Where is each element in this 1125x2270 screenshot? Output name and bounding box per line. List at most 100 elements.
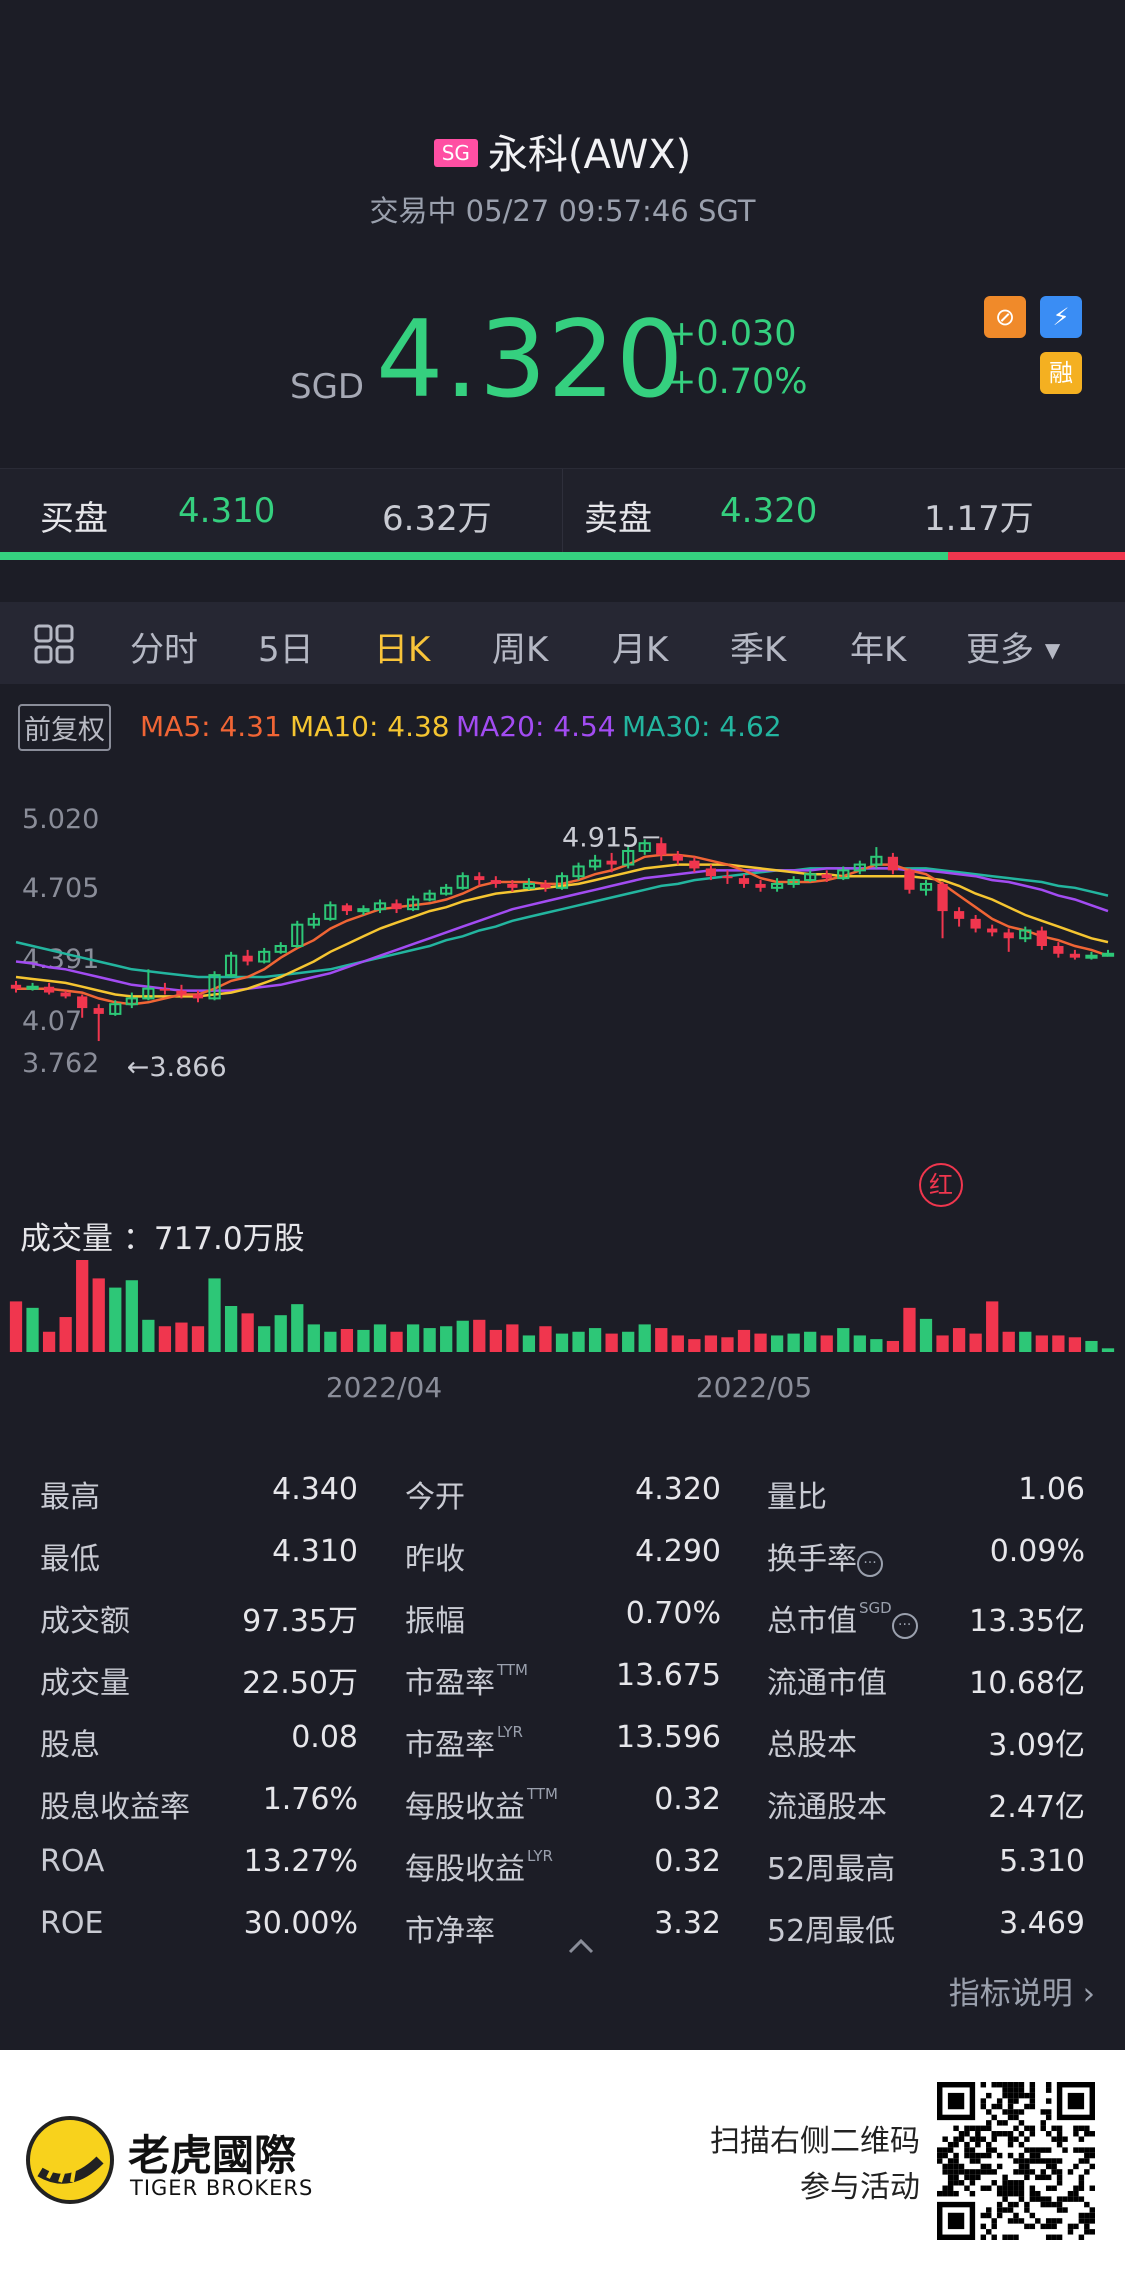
candle-body	[937, 883, 948, 912]
stat-label: 股息收益率	[40, 1790, 190, 1825]
stat-superscript: TTM	[497, 1661, 529, 1679]
volume-bar	[109, 1287, 122, 1352]
candle-body	[242, 955, 253, 962]
volume-bar	[406, 1324, 420, 1352]
candle-body	[689, 860, 700, 869]
tab-5day[interactable]: 5日	[258, 630, 314, 670]
candle-body	[1053, 946, 1064, 954]
scan-text-line2: 参与活动	[800, 2170, 920, 2205]
volume-bar	[704, 1335, 718, 1352]
tab-daily-k[interactable]: 日K	[374, 630, 431, 670]
stat-value: 4.320	[635, 1472, 721, 1507]
tab-monthly-k[interactable]: 月K	[612, 630, 669, 670]
stat-value: 0.32	[654, 1844, 721, 1879]
volume-bar	[506, 1324, 519, 1352]
candle-body	[26, 985, 39, 990]
volume-bar	[224, 1306, 238, 1352]
red-badge[interactable]: 红	[919, 1163, 963, 1207]
last-price: 4.320	[376, 298, 685, 421]
stat-label: ROA	[40, 1844, 105, 1879]
volume-bar	[605, 1333, 618, 1352]
volume-bar	[258, 1326, 271, 1352]
volume-bar	[291, 1304, 304, 1352]
ask-price: 4.320	[720, 491, 818, 531]
stat-value: 0.70%	[625, 1596, 721, 1631]
volume-bar	[721, 1337, 734, 1352]
brand-name-cn: 老虎國際	[128, 2131, 297, 2180]
candle-body	[853, 863, 866, 872]
candle-body	[440, 886, 453, 895]
candle-body	[622, 849, 635, 866]
candle-body	[77, 996, 88, 1009]
lightning-icon[interactable]: ⚡	[1040, 296, 1082, 338]
info-icon[interactable]: ···	[857, 1551, 883, 1577]
volume-bar	[804, 1331, 817, 1352]
stat-7-2: 52周最低 3.469	[767, 1906, 1085, 1950]
candle-body	[109, 1003, 122, 1015]
low-marker-label: ←3.866	[127, 1052, 227, 1083]
volume-bar	[522, 1335, 536, 1352]
indicator-explanation-link[interactable]: 指标说明 ›	[948, 1976, 1095, 2012]
stat-label: 换手率	[767, 1542, 857, 1577]
tab-quarterly-k[interactable]: 季K	[730, 630, 787, 670]
candle-body	[357, 908, 370, 913]
candle-body	[787, 879, 800, 885]
candle-body	[606, 860, 617, 865]
y-tick-label: 5.020	[22, 804, 99, 835]
candle-body	[904, 870, 915, 890]
candle-body	[722, 876, 733, 879]
volume-bar	[340, 1329, 354, 1352]
candle-body	[656, 843, 667, 855]
y-tick-label: 3.762	[22, 1048, 99, 1079]
candle-body	[423, 892, 436, 901]
tab-more[interactable]: 更多 ▼	[966, 622, 1060, 671]
volume-bar	[440, 1326, 453, 1352]
margin-icon[interactable]: 融	[1040, 352, 1082, 394]
candle-body	[837, 869, 850, 880]
stat-value: 1.76%	[262, 1782, 358, 1817]
ma10-value: MA10: 4.38	[290, 710, 450, 743]
no-shorting-icon[interactable]: ⊘	[984, 296, 1026, 338]
stat-label: 成交量	[40, 1666, 130, 1701]
stock-name: 永科(AWX)	[487, 132, 692, 178]
stat-2-1: 振幅 0.70%	[405, 1596, 721, 1640]
trading-status: 交易中 05/27 09:57:46 SGT	[369, 194, 756, 228]
candle-body	[456, 875, 469, 889]
bid-volume: 6.32万	[382, 499, 492, 539]
volume-bar	[191, 1326, 205, 1352]
candle-body	[60, 992, 71, 997]
stat-2-2: 总市值 SGD··· 13.35亿	[767, 1596, 1085, 1640]
kline-chart[interactable]: 5.020 4.705 4.391 4.07 3.762 4.915 ←3.866 2022/…	[0, 760, 1125, 1400]
candle-body	[224, 954, 238, 977]
candle-body	[522, 882, 536, 889]
chevron-up-icon[interactable]	[566, 1932, 596, 1962]
qr-code-icon	[937, 2082, 1095, 2240]
y-tick-label: 4.07	[22, 1006, 82, 1037]
candle-body	[804, 873, 817, 882]
volume-bar	[969, 1333, 982, 1352]
volume-bar	[125, 1280, 138, 1352]
volume-bar	[456, 1320, 469, 1352]
stat-label: 52周最高	[767, 1852, 896, 1887]
tab-yearly-k[interactable]: 年K	[850, 630, 907, 670]
info-icon[interactable]: ···	[891, 1613, 918, 1639]
ma20-value: MA20: 4.54	[456, 710, 616, 743]
stat-label: 量比	[767, 1480, 827, 1515]
grid-icon[interactable]	[34, 624, 74, 664]
volume-bar	[324, 1331, 337, 1352]
volume-bar	[373, 1324, 387, 1352]
ma20-line	[15, 867, 1109, 992]
volume-bar	[737, 1329, 751, 1352]
tab-weekly-k[interactable]: 周K	[492, 630, 549, 670]
kline-svg[interactable]: 5.0204.7054.3914.073.7624.915←3.8662022/…	[0, 760, 1125, 1400]
quote-divider	[562, 469, 563, 553]
volume-bar	[175, 1322, 188, 1352]
chevron-down-icon: ▼	[1044, 638, 1061, 662]
stat-7-0: ROE 30.00%	[40, 1906, 358, 1941]
candle-body	[987, 928, 998, 933]
tab-intraday[interactable]: 分时	[130, 630, 198, 670]
adjust-toggle[interactable]: 前复权	[18, 704, 111, 751]
candle-body	[324, 904, 337, 920]
chart-period-tabs: 分时 5日 日K 周K 月K 季K 年K 更多 ▼	[0, 602, 1125, 684]
volume-bar	[936, 1335, 949, 1352]
